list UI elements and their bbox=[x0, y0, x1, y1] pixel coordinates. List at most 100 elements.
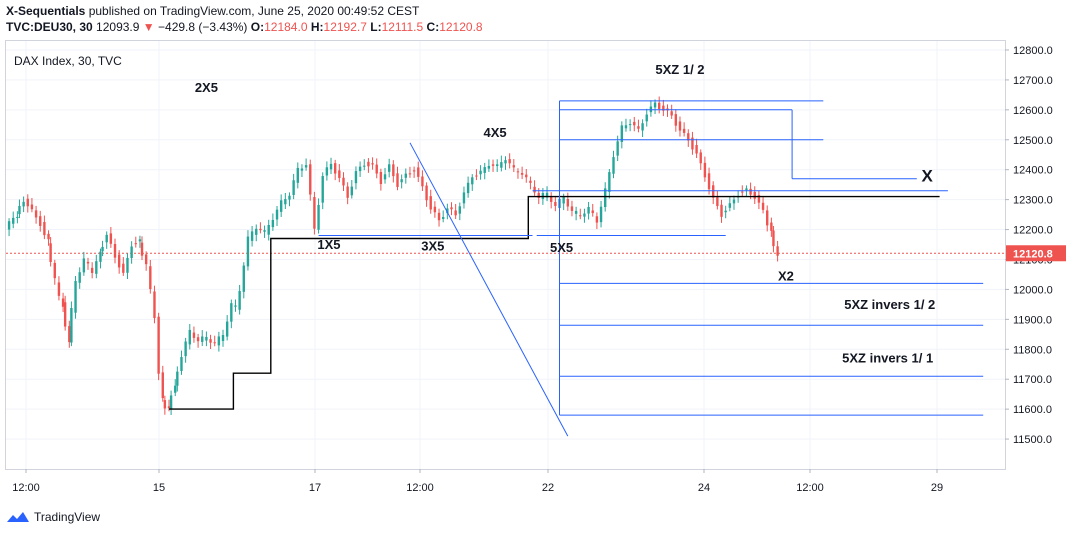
candle-body bbox=[217, 336, 221, 346]
candle-body bbox=[161, 372, 164, 399]
candle-body bbox=[47, 233, 50, 240]
candle-body bbox=[425, 185, 428, 201]
candle-body bbox=[26, 198, 29, 207]
candle-body bbox=[645, 114, 648, 122]
candle-body bbox=[429, 196, 432, 210]
candle-body bbox=[22, 201, 25, 207]
candle-body bbox=[757, 195, 761, 203]
candle-body bbox=[367, 161, 370, 167]
diagonal-line bbox=[409, 142, 569, 437]
candle-body bbox=[78, 272, 81, 283]
x-axis: 12:00 15 17 12:00 22 24 12:00 29 bbox=[12, 469, 943, 494]
candle-body bbox=[479, 170, 482, 175]
x-tick-label: 12:00 bbox=[406, 482, 434, 494]
candle-body bbox=[18, 205, 21, 215]
candle-body bbox=[267, 224, 270, 235]
candle-body bbox=[321, 176, 324, 203]
x-tick-label: 17 bbox=[309, 482, 321, 494]
current-price-tag: 12120.8 bbox=[1006, 245, 1066, 262]
candle-body bbox=[462, 192, 466, 204]
candle-body bbox=[122, 263, 125, 273]
candle-body bbox=[682, 128, 686, 133]
candle-body bbox=[446, 208, 449, 214]
candle-body bbox=[68, 326, 71, 343]
candle-body bbox=[259, 228, 262, 231]
candle-body bbox=[30, 204, 34, 210]
candle-body bbox=[587, 206, 590, 214]
x-tick-label: 12:00 bbox=[12, 482, 40, 494]
candle-body bbox=[275, 209, 279, 220]
candle-body bbox=[70, 307, 73, 343]
candle-body bbox=[433, 206, 437, 213]
x-tick-label: 22 bbox=[542, 482, 554, 494]
candle-body bbox=[309, 164, 312, 195]
author-name[interactable]: X-Sequentials bbox=[6, 4, 86, 18]
candle-body bbox=[39, 216, 42, 226]
candle-body bbox=[487, 165, 491, 169]
candle-body bbox=[225, 321, 229, 337]
candle-body bbox=[379, 171, 383, 185]
candle-body bbox=[313, 197, 316, 229]
candle-body bbox=[516, 171, 520, 173]
candle-body bbox=[537, 192, 540, 198]
candle-body bbox=[549, 196, 553, 202]
candle-body bbox=[529, 180, 532, 183]
chart-title: DAX Index, 30, TVC bbox=[14, 54, 122, 68]
candle-body bbox=[554, 202, 557, 206]
published-info: published on TradingView.com, June 25, 2… bbox=[88, 4, 420, 18]
candle-body bbox=[43, 222, 46, 236]
candle-body bbox=[174, 385, 177, 393]
candle-body bbox=[12, 217, 15, 224]
candle-body bbox=[533, 186, 536, 193]
y-tick-label: 11900.0 bbox=[1013, 314, 1052, 326]
candle-body bbox=[491, 164, 495, 166]
candle-body bbox=[437, 212, 441, 221]
candle-body bbox=[699, 152, 702, 164]
annotation-labels: 2X5 4X5 1X5 3X5 5X5 5XZ 1/ 2 X X2 5XZ invers 1/ … bbox=[195, 62, 935, 366]
candle-body bbox=[562, 196, 565, 204]
candle-body bbox=[292, 180, 295, 195]
candle-body bbox=[74, 280, 77, 313]
candle-body bbox=[566, 198, 570, 207]
candle-body bbox=[674, 114, 678, 126]
candle-body bbox=[637, 126, 640, 129]
overlay-lines bbox=[169, 100, 984, 437]
candle-body bbox=[658, 102, 661, 109]
candle-body bbox=[138, 239, 142, 242]
candle-body bbox=[495, 164, 499, 167]
candle-body bbox=[512, 165, 516, 168]
close-label: C: bbox=[426, 20, 440, 34]
candle-body bbox=[53, 262, 56, 279]
candle-body bbox=[201, 336, 204, 342]
candle-body bbox=[16, 216, 19, 218]
candle-body bbox=[109, 233, 113, 244]
candle-body bbox=[703, 162, 707, 178]
candle-body bbox=[770, 222, 773, 231]
candle-body bbox=[358, 166, 362, 172]
annotation-label: 1X5 bbox=[317, 237, 340, 252]
candle-body bbox=[508, 159, 511, 164]
candle-body bbox=[34, 210, 38, 218]
candle-body bbox=[604, 188, 607, 208]
x-tick-label: 12:00 bbox=[796, 482, 824, 494]
tradingview-footer[interactable]: TradingView bbox=[6, 510, 100, 524]
candle-body bbox=[144, 254, 148, 265]
candle-body bbox=[196, 337, 200, 342]
candle-body bbox=[570, 206, 574, 211]
candle-body bbox=[387, 164, 391, 172]
candle-body bbox=[691, 137, 694, 150]
annotation-label: 5XZ invers 1/ 2 bbox=[844, 297, 935, 312]
symbol-label[interactable]: TVC:DEU30, 30 bbox=[6, 20, 93, 34]
y-tick-label: 11700.0 bbox=[1013, 374, 1052, 386]
high-value: 12192.7 bbox=[323, 20, 367, 34]
candle-body bbox=[776, 246, 779, 256]
candle-body bbox=[333, 163, 337, 174]
candle-body bbox=[716, 197, 719, 207]
candle-body bbox=[421, 176, 424, 187]
grid bbox=[6, 41, 1005, 469]
candle-body bbox=[383, 174, 387, 180]
candle-body bbox=[99, 251, 102, 262]
candle-body bbox=[466, 182, 470, 194]
candle-body bbox=[246, 236, 250, 267]
